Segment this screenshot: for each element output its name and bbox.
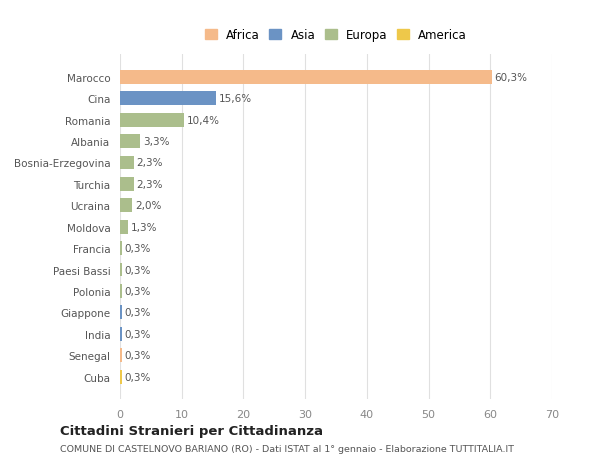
- Bar: [120, 92, 216, 106]
- Text: 0,3%: 0,3%: [124, 265, 151, 275]
- Bar: [120, 241, 122, 256]
- Bar: [120, 199, 133, 213]
- Bar: [120, 263, 122, 277]
- Bar: [120, 327, 122, 341]
- Bar: [120, 306, 122, 319]
- Bar: [120, 135, 140, 149]
- Text: 3,3%: 3,3%: [143, 137, 169, 147]
- Text: 0,3%: 0,3%: [124, 286, 151, 296]
- Text: 0,3%: 0,3%: [124, 372, 151, 382]
- Bar: [120, 113, 184, 127]
- Text: 1,3%: 1,3%: [130, 222, 157, 232]
- Legend: Africa, Asia, Europa, America: Africa, Asia, Europa, America: [203, 27, 469, 44]
- Bar: [120, 71, 492, 84]
- Text: COMUNE DI CASTELNOVO BARIANO (RO) - Dati ISTAT al 1° gennaio - Elaborazione TUTT: COMUNE DI CASTELNOVO BARIANO (RO) - Dati…: [60, 444, 514, 453]
- Text: 15,6%: 15,6%: [219, 94, 252, 104]
- Text: 2,3%: 2,3%: [137, 158, 163, 168]
- Text: 0,3%: 0,3%: [124, 244, 151, 253]
- Bar: [120, 178, 134, 191]
- Bar: [120, 370, 122, 384]
- Bar: [120, 156, 134, 170]
- Text: 0,3%: 0,3%: [124, 308, 151, 318]
- Text: 10,4%: 10,4%: [187, 115, 220, 125]
- Text: 0,3%: 0,3%: [124, 350, 151, 360]
- Bar: [120, 220, 128, 234]
- Text: Cittadini Stranieri per Cittadinanza: Cittadini Stranieri per Cittadinanza: [60, 424, 323, 437]
- Bar: [120, 348, 122, 362]
- Bar: [120, 284, 122, 298]
- Text: 2,0%: 2,0%: [135, 201, 161, 211]
- Text: 2,3%: 2,3%: [137, 179, 163, 190]
- Text: 0,3%: 0,3%: [124, 329, 151, 339]
- Text: 60,3%: 60,3%: [494, 73, 527, 83]
